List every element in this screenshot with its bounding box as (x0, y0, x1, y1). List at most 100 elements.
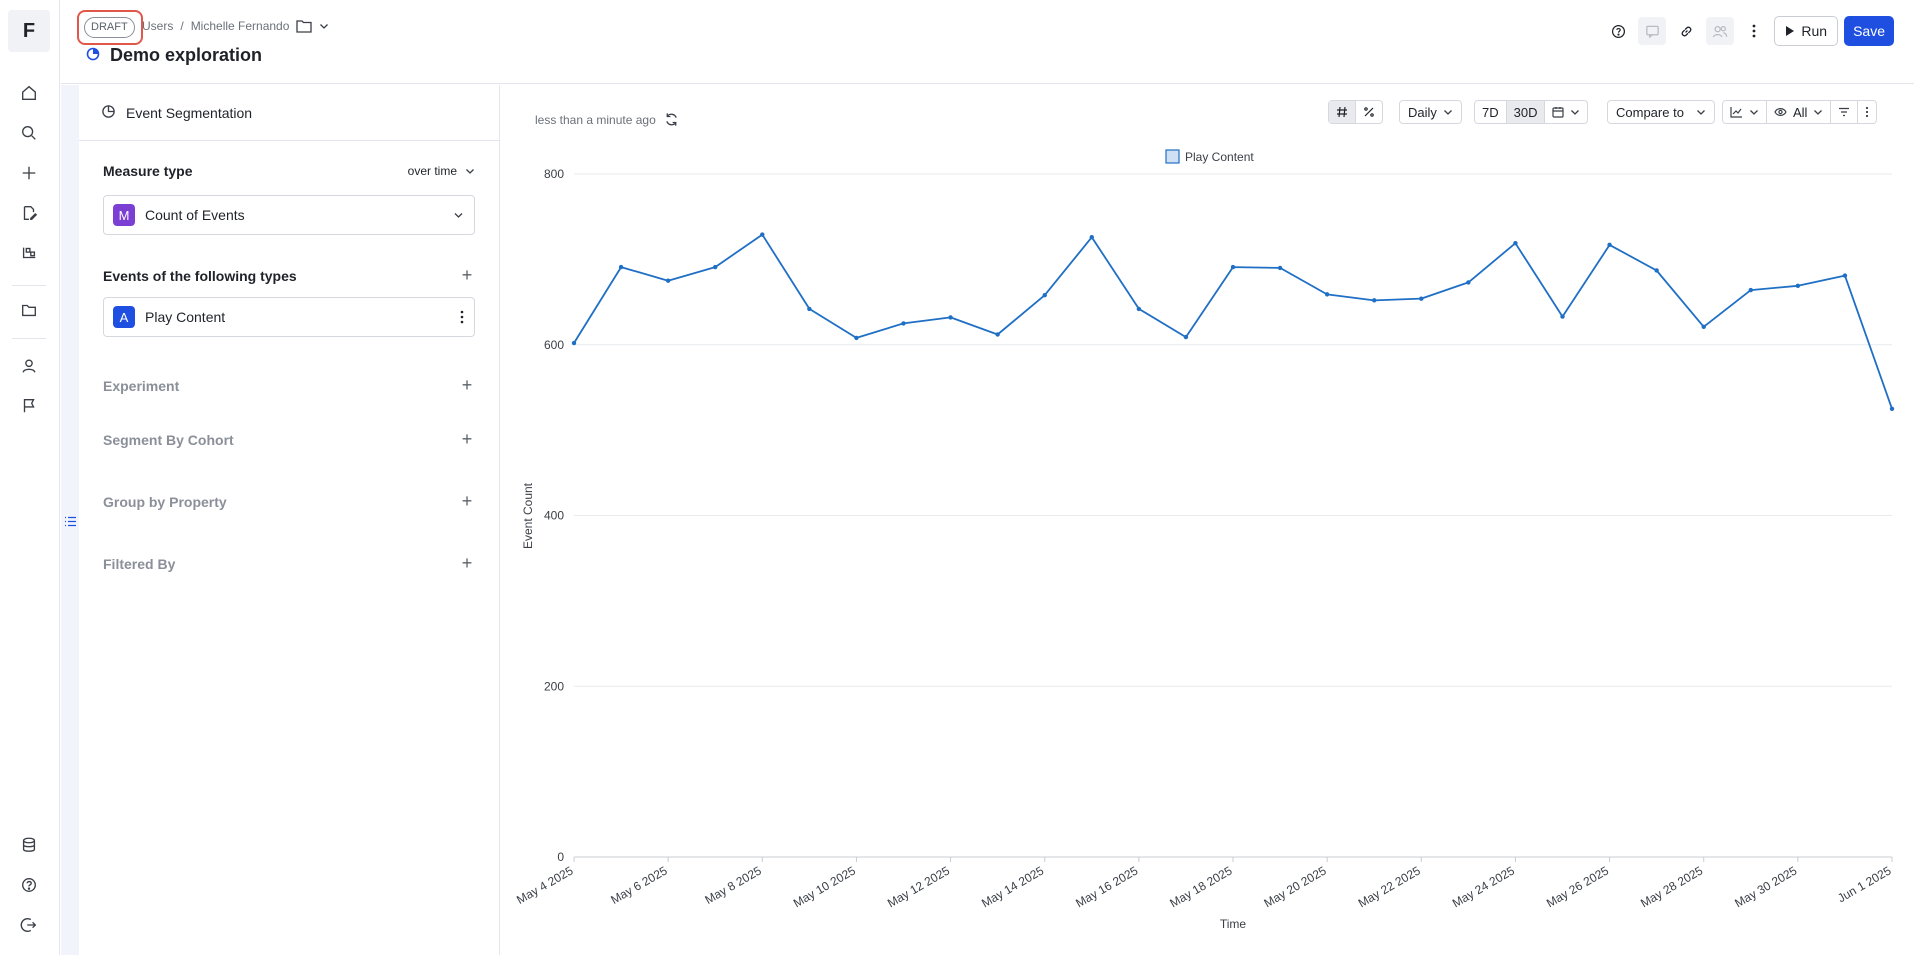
data-point (1889, 406, 1895, 411)
group-by-property-label: Group by Property (103, 493, 227, 510)
x-tick-label: May 12 2025 (885, 863, 952, 910)
user-icon[interactable] (16, 353, 42, 379)
run-button-label: Run (1801, 23, 1828, 39)
segment-by-cohort-label: Segment By Cohort (103, 431, 234, 448)
percent-toggle[interactable] (1355, 101, 1382, 123)
legend-label: Play Content (1185, 150, 1254, 164)
flag-icon[interactable] (16, 393, 42, 419)
breadcrumb-owner[interactable]: Michelle Fernando (190, 19, 290, 33)
last-updated: less than a minute ago (535, 112, 679, 127)
y-axis-title: Event Count (521, 482, 535, 549)
data-point (1419, 296, 1424, 301)
chevron-down-icon (1814, 110, 1823, 115)
data-point (1560, 314, 1565, 319)
last-updated-text: less than a minute ago (535, 112, 656, 127)
x-tick-label: May 4 2025 (514, 863, 576, 907)
chart-type-select[interactable] (1723, 101, 1766, 123)
help-icon[interactable] (16, 872, 42, 898)
more-vertical-icon[interactable] (460, 310, 464, 324)
data-point (1842, 273, 1848, 278)
folder-icon[interactable] (16, 297, 42, 323)
x-tick-label: May 10 2025 (791, 863, 858, 910)
play-icon (1786, 26, 1795, 36)
data-point (1230, 264, 1236, 270)
page-title-row: Demo exploration (86, 45, 262, 66)
query-panel: Event Segmentation Measure type over tim… (79, 85, 500, 955)
y-tick-label: 600 (544, 338, 564, 352)
x-axis-title: Time (1220, 917, 1247, 931)
home-icon[interactable] (16, 80, 42, 106)
add-event-plus-icon[interactable]: + (461, 265, 473, 285)
range-7d-button[interactable]: 7D (1482, 104, 1499, 120)
y-tick-label: 0 (557, 850, 564, 864)
help-button[interactable] (1604, 17, 1632, 45)
x-tick-label: May 26 2025 (1544, 863, 1611, 910)
dashboard-icon[interactable] (16, 240, 42, 266)
range-30d-button[interactable]: 30D (1505, 101, 1545, 123)
copy-link-button[interactable] (1672, 17, 1700, 45)
filter-lines-button[interactable] (1830, 101, 1857, 123)
add-filter-plus-icon[interactable]: + (461, 553, 473, 573)
visibility-value: All (1793, 104, 1808, 120)
run-button[interactable]: Run (1774, 16, 1839, 46)
visibility-select[interactable]: All (1766, 101, 1830, 123)
series-line-play-content (573, 233, 1893, 410)
add-cohort-plus-icon[interactable]: + (461, 429, 473, 449)
database-icon[interactable] (16, 832, 42, 858)
data-point (1607, 242, 1612, 248)
measure-mode-select[interactable]: over time (408, 164, 475, 178)
chevron-down-icon[interactable] (319, 22, 329, 30)
measure-type-row: Measure type over time (103, 163, 475, 179)
data-point (1277, 265, 1283, 271)
panel-collapse-strip[interactable] (61, 85, 79, 955)
folder-icon[interactable] (296, 19, 313, 33)
x-tick-label: May 24 2025 (1450, 863, 1517, 910)
data-point (1183, 334, 1189, 340)
measure-select[interactable]: M Count of Events (103, 195, 475, 235)
refresh-icon[interactable] (664, 112, 679, 127)
plus-icon[interactable] (16, 160, 42, 186)
event-item[interactable]: A Play Content (103, 297, 475, 337)
events-row: Events of the following types + (103, 265, 475, 286)
hash-icon (1337, 106, 1347, 118)
line-chart-icon (1730, 107, 1742, 118)
list-icon[interactable] (64, 514, 77, 530)
save-button[interactable]: Save (1844, 16, 1894, 46)
compare-to-select[interactable]: Compare to (1607, 100, 1715, 124)
data-point (665, 278, 671, 283)
search-icon[interactable] (16, 120, 42, 146)
group-by-property-section: Group by Property + (103, 491, 475, 512)
app-logo[interactable]: F (8, 10, 50, 52)
logout-icon[interactable] (16, 912, 42, 938)
data-point (1654, 268, 1659, 273)
events-label: Events of the following types (103, 267, 297, 284)
edit-document-icon[interactable] (16, 200, 42, 226)
absolute-count-toggle[interactable] (1329, 101, 1355, 123)
interval-select[interactable]: Daily (1399, 100, 1462, 124)
comment-button[interactable] (1638, 17, 1667, 45)
x-tick-label: Jun 1 2025 (1835, 863, 1894, 905)
chart-more-button[interactable] (1857, 101, 1876, 123)
data-point (948, 315, 953, 320)
data-point (1042, 293, 1047, 298)
measure-badge: M (113, 204, 135, 226)
data-point (618, 264, 624, 270)
panel-header-label: Event Segmentation (126, 104, 253, 121)
data-point (571, 340, 577, 346)
custom-date-button[interactable] (1544, 101, 1587, 123)
data-point (1513, 240, 1518, 246)
breadcrumb-users[interactable]: Users (142, 19, 174, 33)
breadcrumb: Users / Michelle Fernando (142, 19, 329, 33)
more-vertical-icon (1866, 106, 1869, 118)
add-group-by-plus-icon[interactable]: + (461, 491, 473, 511)
filtered-by-label: Filtered By (103, 555, 176, 572)
segment-by-cohort-section: Segment By Cohort + (103, 429, 475, 450)
add-experiment-plus-icon[interactable]: + (461, 375, 473, 395)
chevron-down-icon (466, 169, 474, 174)
data-point (1136, 306, 1142, 312)
share-users-button[interactable] (1706, 17, 1735, 45)
page-title[interactable]: Demo exploration (110, 45, 263, 65)
data-point (760, 232, 765, 237)
page-header (61, 0, 1914, 84)
more-options-button[interactable] (1740, 17, 1768, 45)
